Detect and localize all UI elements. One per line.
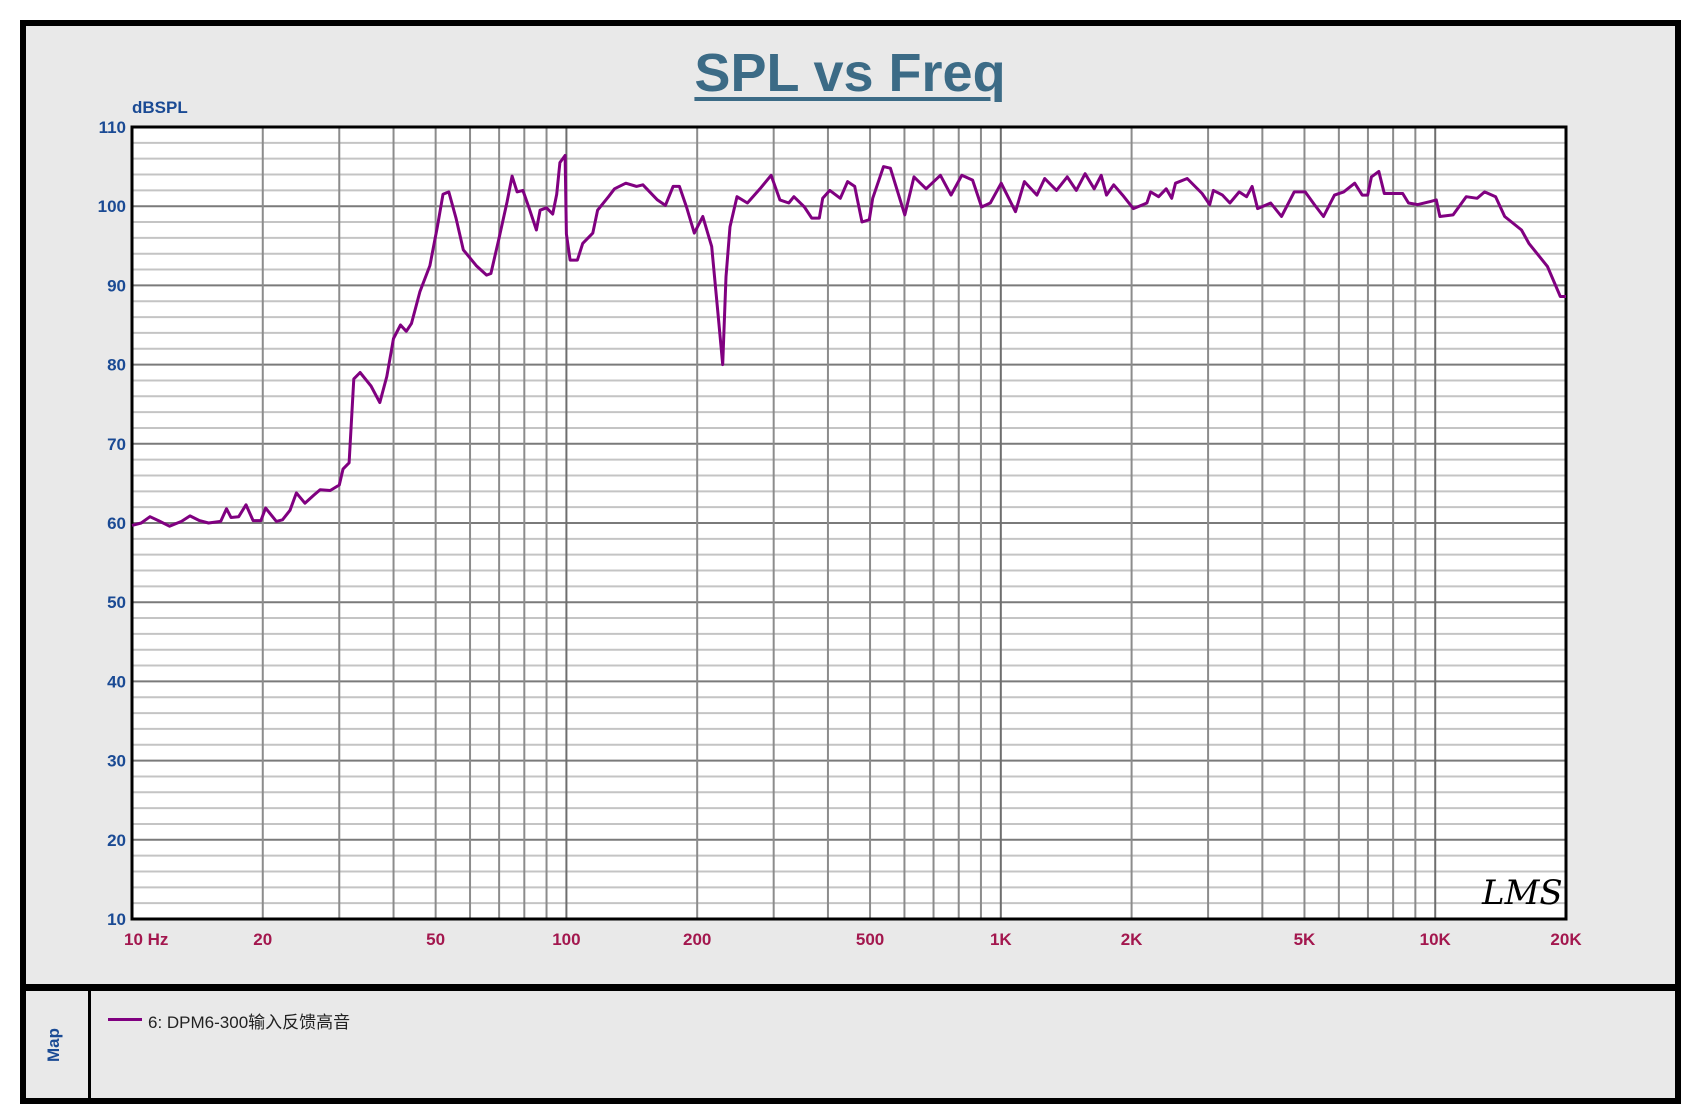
y-tick-label: 60 xyxy=(107,514,126,533)
y-tick-label: 50 xyxy=(107,593,126,612)
x-tick-label: 50 xyxy=(426,930,445,949)
y-tick-label: 110 xyxy=(99,118,126,137)
y-tick-label: 20 xyxy=(107,831,126,850)
x-tick-label: 20K xyxy=(1550,930,1582,949)
x-tick-label: 5K xyxy=(1294,930,1316,949)
legend-divider xyxy=(20,984,1681,991)
y-tick-label: 40 xyxy=(107,672,126,691)
y-tick-label: 30 xyxy=(107,752,126,771)
x-tick-label: 2K xyxy=(1121,930,1143,949)
y-tick-label: 100 xyxy=(98,197,126,216)
spl-curve xyxy=(131,154,1566,528)
chart-title: SPL vs Freq xyxy=(694,43,1006,103)
x-tick-label: 10 Hz xyxy=(124,930,168,949)
x-tick-label: 200 xyxy=(683,930,711,949)
x-tick-label: 100 xyxy=(552,930,580,949)
legend-entry[interactable]: 6: DPM6-300输入反馈高音 xyxy=(148,1013,351,1032)
y-tick-label: 80 xyxy=(107,356,126,375)
y-tick-label: 70 xyxy=(107,435,126,454)
map-column xyxy=(26,991,91,1098)
y-tick-label: 10 xyxy=(107,910,126,929)
lms-logo: LMS xyxy=(1481,873,1563,913)
map-label: Map xyxy=(44,1028,63,1062)
y-tick-label: 90 xyxy=(107,276,126,295)
x-tick-label: 10K xyxy=(1420,930,1452,949)
legend-swatch xyxy=(108,1018,142,1021)
plot-border xyxy=(130,125,1568,921)
y-axis-label: dBSPL xyxy=(132,98,188,117)
x-tick-label: 500 xyxy=(856,930,884,949)
x-tick-label: 20 xyxy=(253,930,272,949)
x-tick-label: 1K xyxy=(990,930,1012,949)
